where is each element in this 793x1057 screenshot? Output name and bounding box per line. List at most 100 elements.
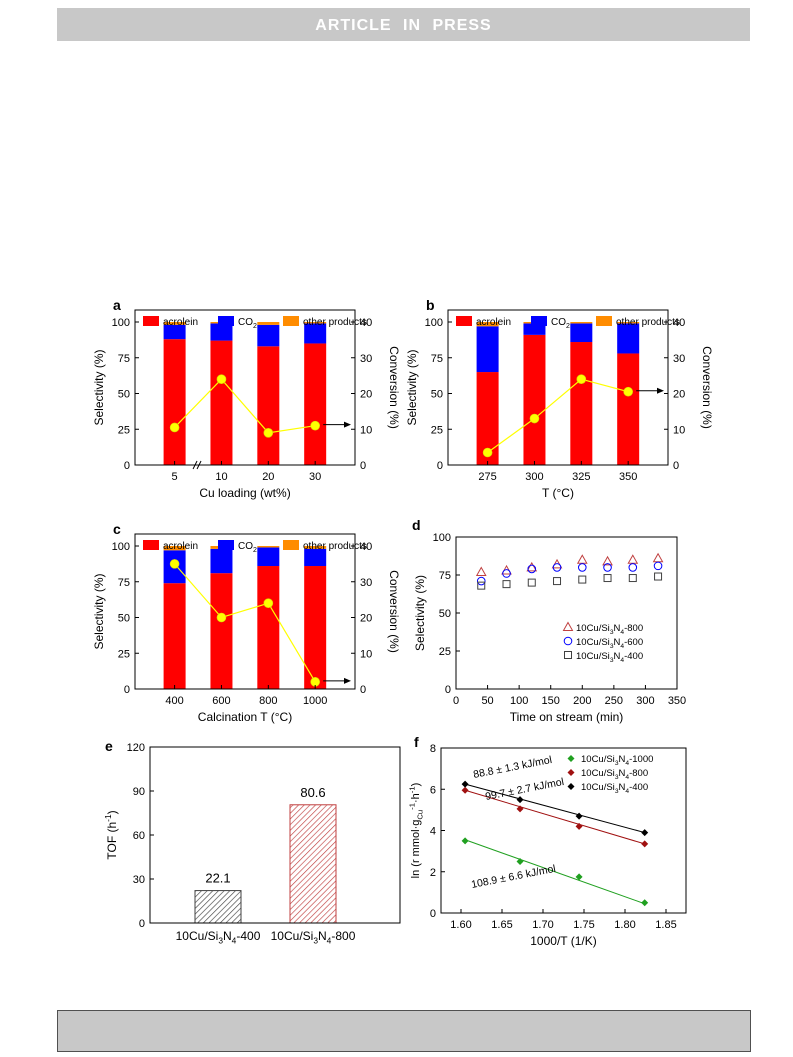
xtick-label-d-50: 50	[481, 695, 493, 707]
legend-text-b-other: other products	[616, 317, 680, 328]
bar-a-0-0	[163, 339, 186, 465]
point-d-0-2	[526, 561, 538, 572]
ytick-label-c-100: 100	[112, 541, 130, 553]
ytick-label-d-25: 25	[439, 646, 451, 658]
bar-b-1-0	[476, 326, 499, 373]
frame-b	[447, 309, 669, 466]
tof-bar-0	[194, 890, 242, 924]
bar-a-0-2	[257, 346, 280, 465]
xtick-label-f-3: 1.75	[573, 919, 594, 931]
y2tick-label-a-30: 30	[360, 353, 372, 365]
annotation-f-1: 99.7 ± 2.7 kJ/mol	[484, 776, 565, 803]
legend-text-d-1: 10Cu/Si3N4-600	[576, 637, 643, 650]
ytick-label-b-25: 25	[431, 424, 443, 436]
bar-a-0-1	[210, 340, 233, 465]
xtick-label-b-0: 275	[478, 471, 496, 483]
conversion-point-a-2	[263, 428, 274, 438]
legend-swatch-c-co2	[218, 540, 234, 550]
conversion-point-a-1	[216, 374, 227, 385]
fit-line-f-0	[464, 839, 645, 905]
legend-swatch-c-other	[283, 540, 299, 550]
tof-bar-1	[289, 804, 337, 924]
ytick-label-b-100: 100	[425, 317, 443, 329]
legend-text-a-other: other products	[303, 317, 367, 328]
bar-a-1-1	[210, 323, 233, 341]
y2tick-label-a-10: 10	[360, 424, 372, 436]
ytick-label-f-8: 8	[430, 743, 436, 755]
xlabel-c: Calcination T (°C)	[198, 710, 292, 724]
ylabel-a: Selectivity (%)	[92, 349, 106, 425]
fit-line-f-1	[464, 789, 645, 845]
bar-c-0-1	[210, 573, 233, 689]
bar-c-0-0	[163, 583, 186, 689]
conversion-point-a-3	[310, 420, 320, 431]
legend-marker-d-0	[562, 621, 574, 631]
bar-c-1-1	[210, 548, 233, 574]
ytick-label-c-0: 0	[124, 684, 130, 696]
bar-a-2-2	[257, 322, 280, 325]
conversion-point-b-2	[576, 374, 587, 385]
bar-b-2-2	[570, 322, 593, 324]
y2label-a: Conversion (%)	[387, 346, 401, 429]
y2tick-label-b-30: 30	[673, 353, 685, 365]
bar-b-2-3	[617, 322, 640, 324]
conversion-arrowhead-c	[344, 677, 351, 684]
xtick-label-d-250: 250	[605, 695, 623, 707]
conversion-point-a-0	[169, 422, 180, 433]
bar-a-2-0	[163, 322, 186, 325]
bar-c-1-3	[304, 548, 327, 567]
bar-c-2-3	[304, 546, 327, 549]
y2label-b: Conversion (%)	[700, 346, 714, 429]
bar-b-1-2	[570, 323, 593, 343]
ytick-label-d-100: 100	[433, 532, 451, 544]
point-d-2-1	[502, 580, 511, 589]
ytick-label-b-50: 50	[431, 389, 443, 401]
point-f-1-1	[516, 805, 524, 813]
xlabel-a: Cu loading (wt%)	[199, 486, 290, 500]
bar-a-1-2	[257, 324, 280, 347]
point-d-2-4	[578, 575, 587, 584]
fit-line-f-2	[464, 783, 645, 834]
point-d-2-7	[654, 572, 663, 581]
bar-c-2-0	[163, 546, 186, 551]
xlabel-d: Time on stream (min)	[510, 710, 624, 724]
xtick-label-d-100: 100	[510, 695, 528, 707]
panel-label-b: b	[426, 297, 435, 313]
ytick-label-d-75: 75	[439, 570, 451, 582]
ylabel-f: ln (r mmol·gCu-1·h-1)	[408, 783, 425, 879]
y2tick-label-c-40: 40	[360, 541, 372, 553]
y2tick-label-b-40: 40	[673, 317, 685, 329]
legend-swatch-b-acrolein	[456, 316, 472, 326]
ytick-label-f-4: 4	[430, 826, 436, 838]
legend-swatch-a-co2	[218, 316, 234, 326]
panel-label-e: e	[105, 738, 113, 754]
ytick-label-c-75: 75	[118, 577, 130, 589]
legend-text-f-0: 10Cu/Si3N4-1000	[581, 754, 653, 767]
legend-marker-f-1	[567, 769, 575, 776]
point-d-2-6	[628, 574, 637, 583]
ytick-label-e-120: 120	[127, 742, 145, 754]
conversion-point-c-0	[169, 559, 180, 569]
ytick-label-e-30: 30	[133, 874, 145, 886]
frame-e	[149, 746, 401, 924]
ylabel-c: Selectivity (%)	[92, 573, 106, 649]
frame-d	[455, 536, 678, 690]
ylabel-b: Selectivity (%)	[405, 349, 419, 425]
conversion-point-c-1	[216, 612, 227, 623]
point-d-0-7	[652, 552, 664, 563]
bar-a-2-3	[304, 322, 327, 324]
ytick-label-d-0: 0	[445, 684, 451, 696]
point-d-1-0	[476, 576, 486, 586]
legend-marker-f-0	[567, 755, 575, 762]
xtick-label-a-2: 20	[262, 471, 274, 483]
xtick-label-d-350: 350	[668, 695, 686, 707]
ytick-label-f-6: 6	[430, 784, 436, 796]
xtick-label-d-200: 200	[573, 695, 591, 707]
panel-label-c: c	[113, 521, 121, 537]
point-d-0-4	[576, 554, 588, 564]
point-d-1-2	[527, 564, 537, 574]
xtick-label-a-0: 5	[172, 471, 178, 483]
axis-break-1-a	[192, 460, 198, 470]
ylabel-d: Selectivity (%)	[413, 575, 427, 651]
bar-a-1-3	[304, 323, 327, 344]
